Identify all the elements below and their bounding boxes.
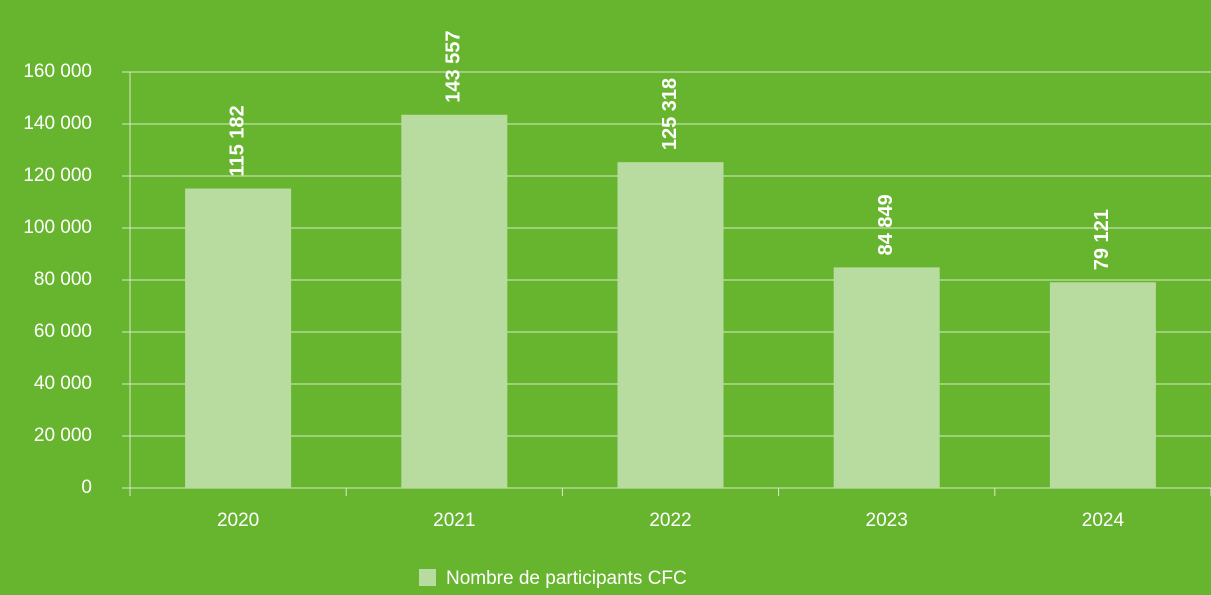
bar — [617, 162, 724, 488]
bar — [1049, 282, 1156, 488]
x-tick-label: 2022 — [649, 510, 691, 531]
x-tick-label: 2024 — [1082, 510, 1125, 531]
x-tick-label: 2021 — [433, 510, 475, 531]
y-tick-label: 80 000 — [34, 269, 92, 290]
y-tick-label: 160 000 — [23, 61, 92, 82]
legend-label: Nombre de participants CFC — [446, 568, 687, 589]
legend-swatch — [419, 569, 436, 586]
y-tick-label: 60 000 — [34, 321, 92, 342]
x-tick-label: 2020 — [217, 510, 259, 531]
bar — [401, 114, 508, 488]
y-tick-label: 120 000 — [23, 165, 92, 186]
y-tick-label: 40 000 — [34, 373, 92, 394]
y-tick-label: 100 000 — [23, 217, 92, 238]
value-label: 115 182 — [226, 105, 248, 176]
y-tick-label: 20 000 — [34, 425, 92, 446]
y-tick-label: 140 000 — [23, 113, 92, 134]
value-label: 79 121 — [1091, 209, 1113, 270]
bar — [185, 188, 292, 488]
y-tick-label: 0 — [81, 477, 92, 498]
value-label: 143 557 — [443, 30, 465, 102]
x-tick-label: 2023 — [866, 510, 908, 531]
value-label: 125 318 — [659, 78, 681, 150]
value-label: 84 849 — [875, 194, 897, 255]
bar — [833, 267, 940, 488]
